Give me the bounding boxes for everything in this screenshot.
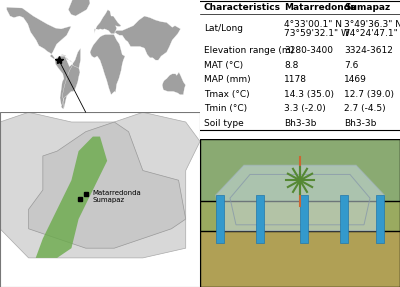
Polygon shape [7, 7, 80, 108]
Text: MAP (mm): MAP (mm) [204, 75, 251, 84]
Text: 74°24'47.1" W: 74°24'47.1" W [344, 28, 400, 38]
Text: 14.3 (35.0): 14.3 (35.0) [284, 90, 334, 99]
Text: 4°33'00.1" N: 4°33'00.1" N [284, 20, 342, 29]
Text: 2.7 (-4.5): 2.7 (-4.5) [344, 104, 386, 113]
FancyBboxPatch shape [340, 195, 348, 243]
Polygon shape [56, 55, 80, 109]
Text: 1178: 1178 [284, 75, 307, 84]
Polygon shape [28, 122, 186, 248]
Text: Sumapaz: Sumapaz [93, 197, 125, 203]
Text: 3.3 (-2.0): 3.3 (-2.0) [284, 104, 326, 113]
Text: 8.8: 8.8 [284, 61, 298, 70]
FancyBboxPatch shape [376, 195, 384, 243]
FancyBboxPatch shape [200, 231, 400, 287]
Text: Soil type: Soil type [204, 119, 244, 127]
Text: 3°49'36.3" N: 3°49'36.3" N [344, 20, 400, 29]
Polygon shape [68, 0, 90, 16]
Text: Elevation range (m): Elevation range (m) [204, 46, 294, 55]
Polygon shape [36, 137, 107, 258]
Polygon shape [90, 34, 125, 95]
FancyBboxPatch shape [200, 139, 400, 205]
Text: Bh3-3b: Bh3-3b [344, 119, 376, 127]
Text: Characteristics: Characteristics [204, 3, 281, 12]
Text: MAT (°C): MAT (°C) [204, 61, 243, 70]
Polygon shape [162, 72, 186, 95]
Text: Bh3-3b: Bh3-3b [284, 119, 316, 127]
FancyBboxPatch shape [300, 195, 308, 243]
Text: Matarredonda: Matarredonda [93, 190, 142, 196]
Polygon shape [114, 16, 180, 60]
Text: 73°59'32.1" W: 73°59'32.1" W [284, 28, 350, 38]
FancyBboxPatch shape [200, 201, 400, 287]
Text: 1469: 1469 [344, 75, 367, 84]
Text: 3324-3612: 3324-3612 [344, 46, 393, 55]
FancyBboxPatch shape [216, 195, 224, 243]
Text: Matarredonda: Matarredonda [284, 3, 356, 12]
Polygon shape [216, 166, 384, 231]
Polygon shape [94, 10, 121, 36]
Text: 12.7 (39.0): 12.7 (39.0) [344, 90, 394, 99]
Text: Tmin (°C): Tmin (°C) [204, 104, 247, 113]
Text: Sumapaz: Sumapaz [344, 3, 390, 12]
Text: 3280-3400: 3280-3400 [284, 46, 333, 55]
Polygon shape [0, 112, 200, 258]
Text: Tmax (°C): Tmax (°C) [204, 90, 250, 99]
FancyBboxPatch shape [256, 195, 264, 243]
Text: Lat/Long: Lat/Long [204, 24, 243, 34]
Text: 7.6: 7.6 [344, 61, 358, 70]
